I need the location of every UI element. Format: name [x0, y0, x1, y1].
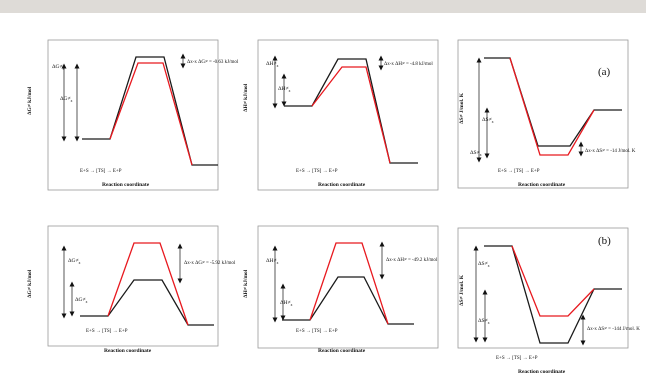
scheme: E+S → [TS] → E+P [496, 356, 538, 361]
small-label: ΔS≠x [470, 150, 482, 157]
x-axis-label: Reaction coordinate [318, 348, 366, 354]
panel-a-enthalpy: ΔH≠ kJ/mol ΔH≠x ΔH≠x Δx-x ΔH≠ = -4.8 kJ/… [243, 39, 439, 191]
small-label: ΔH≠x [278, 86, 291, 93]
profile-line-red [109, 62, 193, 166]
scheme: E+S → [TS] → E+P [80, 169, 122, 174]
delta-label: Δx-x ΔS≠ = -14 J/mol. K [585, 149, 636, 154]
big-label: ΔS≠x [482, 117, 494, 124]
panel-b-entropy: ΔS≠ J/mol. K ΔS≠x ΔS≠x Δx-x ΔS≠ = -144 J… [457, 227, 640, 375]
y-axis-label: ΔS≠ J/mol. K [459, 92, 465, 124]
x-axis-label: Reaction coordinate [518, 182, 566, 188]
delta-label: Δx-x ΔG≠ = -0.63 kJ/mol [187, 60, 239, 65]
x-axis-label: Reaction coordinate [318, 182, 366, 188]
profile-line-red [309, 242, 389, 325]
profile-line-black [80, 279, 214, 326]
big-label: ΔS≠x [478, 261, 490, 268]
delta-label: Δx-x ΔG≠ = -5.92 kJ/mol [184, 261, 236, 266]
small-label: ΔG≠x [60, 96, 73, 103]
profile-line-red [311, 66, 391, 164]
row-label-b: (b) [598, 235, 611, 247]
profile-line-black [484, 57, 622, 147]
profile-line-red [511, 245, 595, 317]
panel-frame [257, 39, 439, 191]
profile-line-black [284, 58, 418, 164]
small-label: ΔG≠x [75, 297, 88, 304]
scheme: E+S → [TS] → E+P [498, 169, 540, 174]
small-label: ΔS≠x [478, 318, 490, 325]
panel-frame [457, 39, 629, 189]
panel-frame [257, 225, 439, 349]
delta-label: Δx-x ΔH≠ = -49.2 kJ/mol [386, 258, 438, 263]
y-axis-label: ΔG≠ kJ/mol [27, 269, 33, 298]
y-axis-label: ΔG≠ kJ/mol [27, 86, 33, 115]
small-label: ΔH≠x [280, 300, 293, 307]
big-label: ΔH≠x [266, 258, 279, 265]
x-axis-label: Reaction coordinate [102, 182, 150, 188]
panel-a-entropy: ΔS≠ J/mol. K ΔS≠x ΔS≠x Δx-x ΔS≠ = -14 J/… [457, 39, 636, 189]
row-label-a: (a) [598, 66, 611, 78]
x-axis-label: Reaction coordinate [518, 369, 566, 375]
big-label: ΔH≠x [266, 61, 279, 68]
profile-line-black [82, 56, 218, 166]
panel-a-gibbs: ΔG≠ kJ/mol ΔG≠x ΔG≠x Δx-x ΔG≠ = -0.63 kJ… [27, 39, 239, 191]
x-axis-label: Reaction coordinate [104, 348, 152, 354]
profile-line-red [509, 57, 595, 156]
panel-b-enthalpy: ΔH≠ kJ/mol ΔH≠x ΔH≠x Δx-x ΔH≠ = -49.2 kJ… [243, 225, 439, 354]
panel-frame [47, 39, 219, 191]
y-axis-label: ΔS≠ J/mol. K [459, 274, 465, 306]
profile-line-black [282, 276, 414, 325]
delta-label: Δx-x ΔH≠ = -4.8 kJ/mol [384, 62, 433, 67]
profile-line-black [484, 245, 622, 344]
scheme: E+S → [TS] → E+P [296, 169, 338, 174]
panel-b-gibbs: ΔG≠ kJ/mol ΔG≠x ΔG≠x Δx-x ΔG≠ = -5.92 kJ… [27, 225, 236, 354]
profile-line-red [107, 242, 189, 326]
panel-frame [457, 227, 629, 349]
page-top-bar [0, 0, 646, 13]
big-label: ΔG≠x [52, 64, 65, 71]
y-axis-label: ΔH≠ kJ/mol [243, 83, 249, 112]
panel-frame [47, 225, 219, 347]
delta-label: Δx-x ΔS≠ = -144 J/mol. K [587, 327, 640, 332]
y-axis-label: ΔH≠ kJ/mol [243, 269, 249, 298]
scheme: E+S → [TS] → E+P [86, 329, 128, 334]
big-label: ΔG≠x [68, 258, 81, 265]
scheme: E+S → [TS] → E+P [296, 329, 338, 334]
